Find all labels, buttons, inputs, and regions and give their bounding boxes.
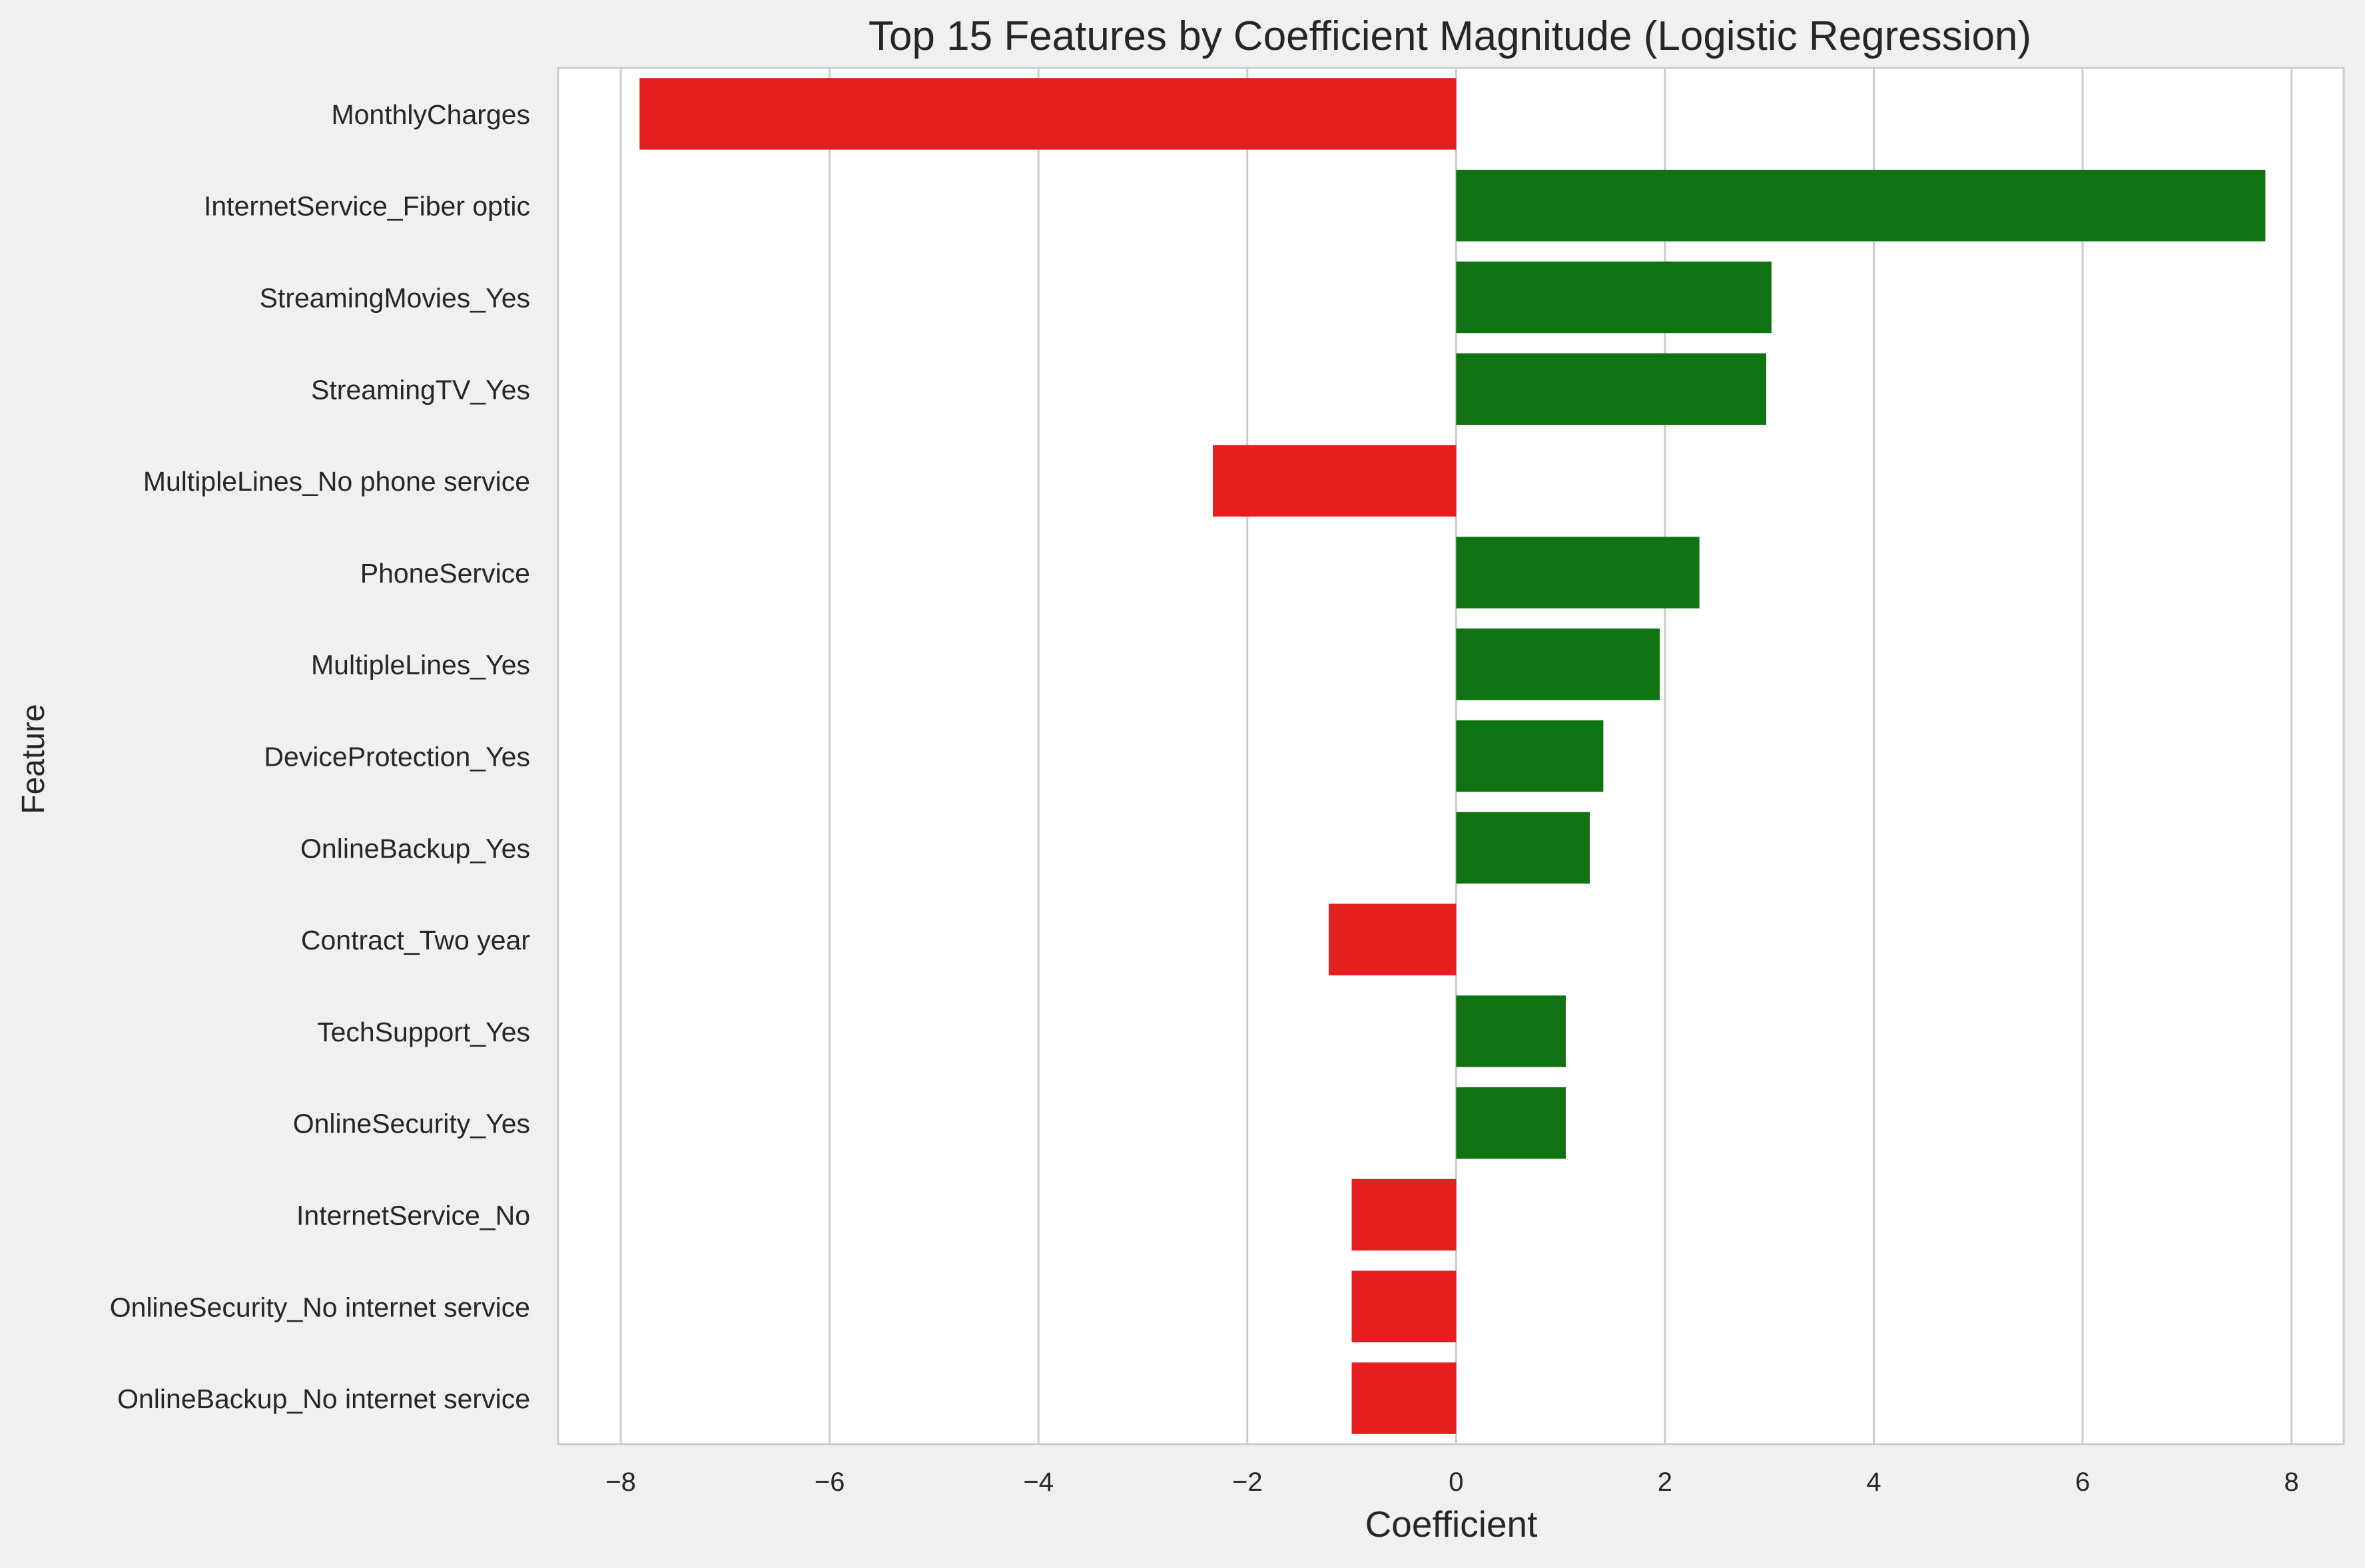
bar (1351, 1362, 1457, 1434)
y-tick-label: TechSupport_Yes (317, 1017, 530, 1047)
bar (1456, 169, 2266, 242)
y-tick-label: MonthlyCharges (331, 99, 530, 130)
bar (1456, 628, 1660, 700)
bar (1351, 1270, 1457, 1343)
x-tick-label: 2 (1658, 1467, 1672, 1497)
y-tick-label: MultipleLines_Yes (311, 650, 530, 680)
y-tick-label: OnlineBackup_No internet service (117, 1384, 530, 1414)
x-tick-label: 6 (2075, 1467, 2090, 1497)
y-tick-label: DeviceProtection_Yes (264, 742, 530, 772)
chart-title: Top 15 Features by Coefficient Magnitude… (868, 13, 2031, 59)
y-tick-labels: MonthlyCharges InternetService_Fiber opti… (110, 99, 530, 1414)
y-tick-label: Contract_Two year (301, 925, 530, 955)
x-tick-label: −6 (815, 1467, 845, 1497)
bar (1456, 1087, 1566, 1159)
bar (1456, 720, 1604, 792)
bars (639, 78, 2266, 1434)
y-tick-label: OnlineBackup_Yes (300, 833, 530, 864)
y-tick-label: PhoneService (360, 558, 530, 589)
bar (1456, 261, 1772, 334)
y-tick-label: MultipleLines_No phone service (143, 466, 530, 497)
y-tick-label: InternetService_No (296, 1200, 530, 1231)
x-tick-label: 8 (2284, 1467, 2298, 1497)
x-tick-label: −2 (1232, 1467, 1263, 1497)
y-tick-label: StreamingTV_Yes (311, 374, 530, 405)
x-tick-label: 4 (1866, 1467, 1881, 1497)
y-tick-label: OnlineSecurity_Yes (293, 1109, 530, 1139)
x-axis-label: Coefficient (1365, 1503, 1538, 1545)
x-tick-label: −4 (1023, 1467, 1054, 1497)
bar (1213, 445, 1457, 517)
bar (1329, 904, 1457, 975)
bar (1456, 537, 1700, 609)
y-tick-label: InternetService_Fiber optic (204, 191, 530, 222)
x-tick-labels: −8 −6 −4 −2 0 2 4 6 8 (605, 1467, 2298, 1497)
bar (1456, 812, 1590, 884)
y-tick-label: OnlineSecurity_No internet service (110, 1292, 530, 1322)
bar (639, 78, 1457, 150)
plot-frame (557, 67, 2345, 1445)
bar (1456, 353, 1766, 425)
y-tick-label: StreamingMovies_Yes (260, 283, 530, 314)
x-tick-label: 0 (1449, 1467, 1463, 1497)
y-axis-label: Feature (16, 704, 51, 814)
bar (1351, 1178, 1457, 1251)
bar (1456, 995, 1566, 1067)
x-tick-label: −8 (605, 1467, 636, 1497)
